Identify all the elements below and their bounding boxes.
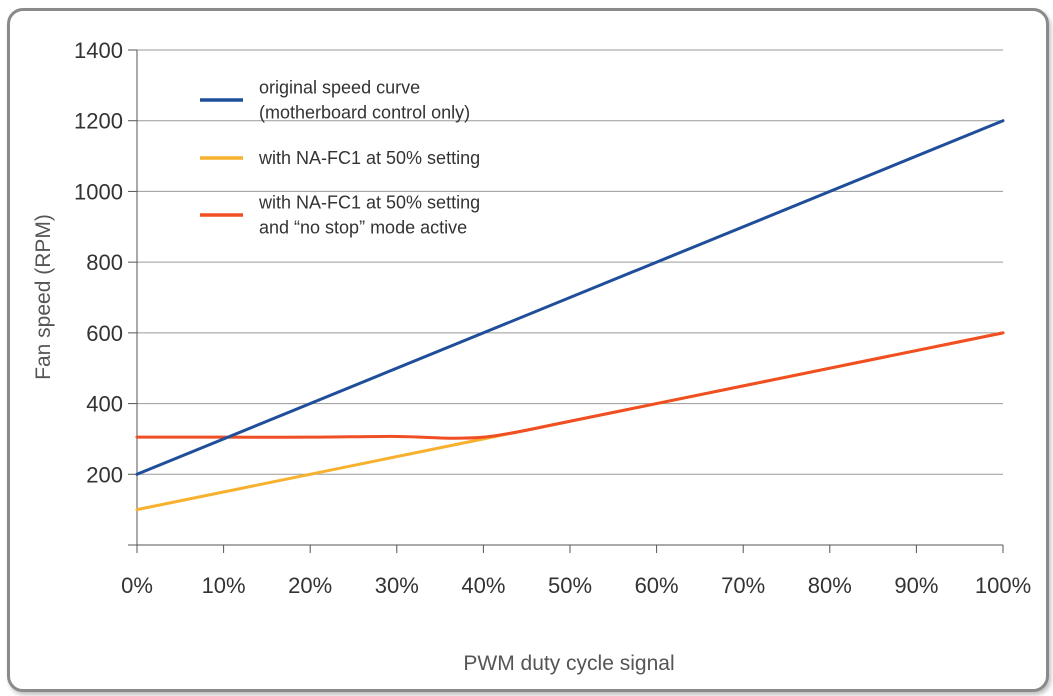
legend-label-0: original speed curve: [259, 78, 420, 98]
y-axis-ticks: 200 400 600 800 1000 1200 1400: [74, 38, 137, 546]
x-axis-label: PWM duty cycle signal: [463, 652, 674, 675]
x-tick-label: 30%: [375, 573, 419, 598]
y-axis-label: Fan speed (RPM): [32, 214, 55, 380]
y-tick-label: 1400: [74, 38, 123, 63]
y-tick-label: 200: [86, 462, 123, 487]
legend-label-2: with NA-FC1 at 50% setting: [258, 193, 480, 213]
x-tick-label: 20%: [288, 573, 332, 598]
x-tick-label: 10%: [202, 573, 246, 598]
x-axis-ticks: 0% 10% 20% 30% 40% 50% 60% 70% 80% 90% 100%: [121, 545, 1031, 598]
legend: original speed curve (motherboard control…: [200, 78, 480, 238]
x-tick-label: 0%: [121, 573, 153, 598]
series-lines: [135, 119, 1005, 512]
series-line-0: [135, 119, 1005, 476]
x-tick-label: 80%: [808, 573, 852, 598]
legend-label-1: with NA-FC1 at 50% setting: [258, 148, 480, 168]
y-tick-label: 600: [86, 321, 123, 346]
x-tick-label: 100%: [975, 573, 1031, 598]
y-tick-label: 1200: [74, 109, 123, 134]
x-tick-label: 40%: [461, 573, 505, 598]
legend-label-0: (motherboard control only): [259, 103, 470, 123]
chart-frame: [7, 8, 1049, 692]
y-tick-label: 1000: [74, 179, 123, 204]
series-line-2: [135, 331, 1005, 440]
x-tick-label: 50%: [548, 573, 592, 598]
legend-label-2: and “no stop” mode active: [259, 218, 467, 238]
y-tick-label: 400: [86, 392, 123, 417]
x-tick-label: 90%: [894, 573, 938, 598]
x-tick-label: 70%: [721, 573, 765, 598]
x-tick-label: 60%: [635, 573, 679, 598]
y-tick-label: 800: [86, 250, 123, 275]
grid: [137, 49, 1003, 475]
